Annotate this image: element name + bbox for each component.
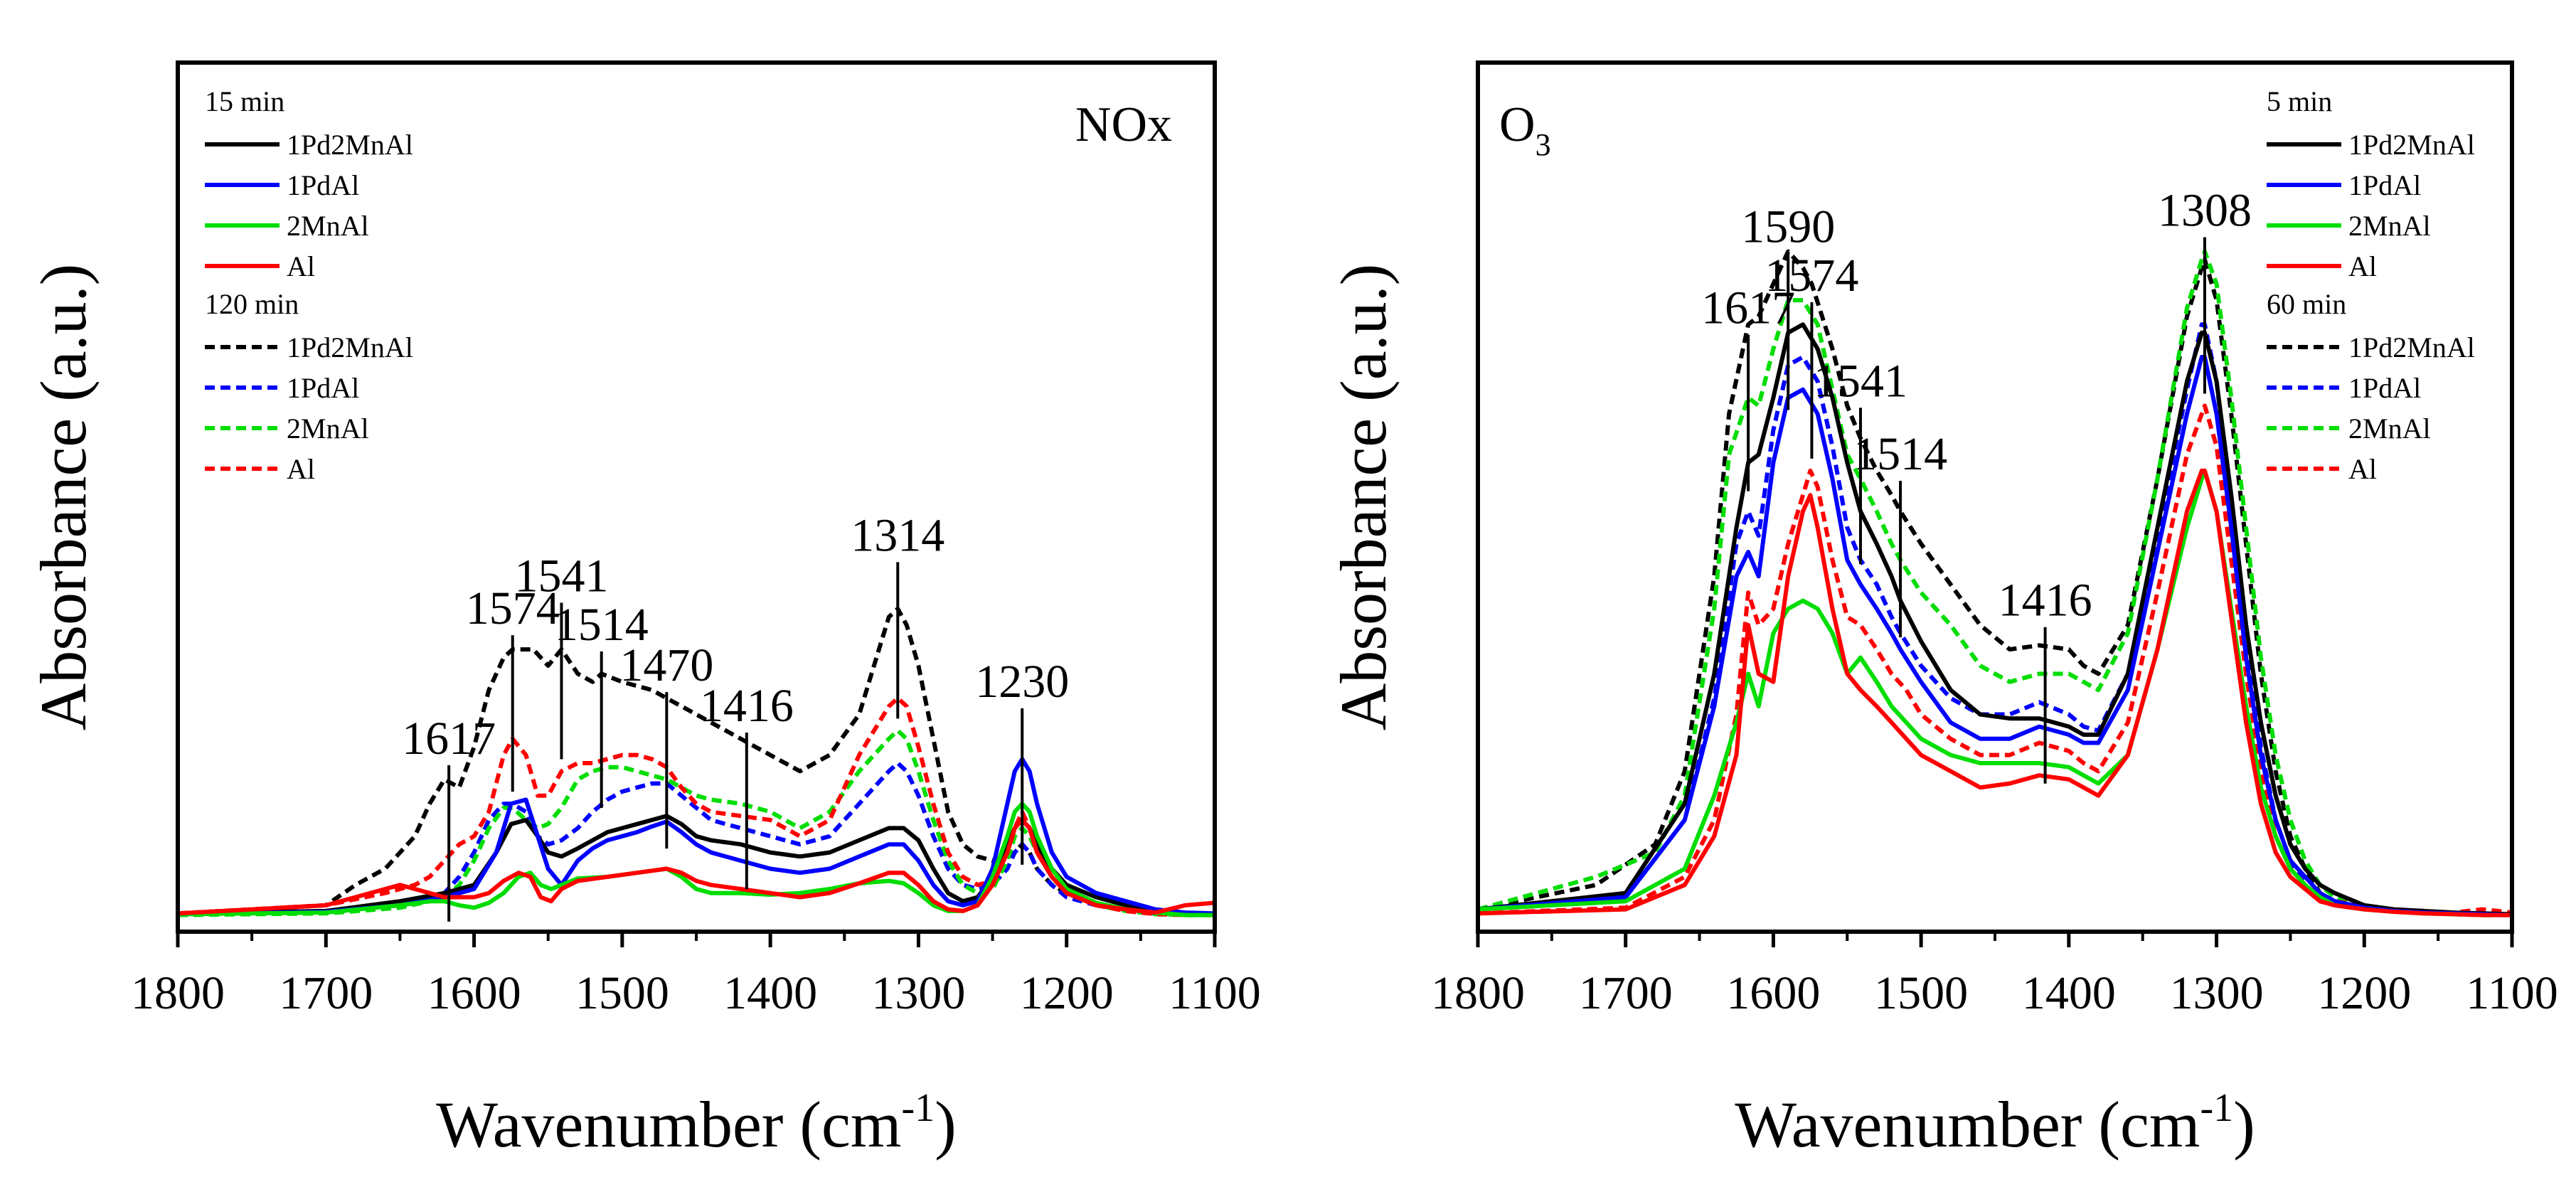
y-axis-label: Absorbance (a.u.): [27, 264, 100, 731]
legend-entry: 1PdAl: [287, 169, 359, 201]
x-tick-label: 1200: [1020, 967, 1114, 1019]
x-tick-label: 1300: [871, 967, 965, 1019]
panel-label-subscript: 3: [1536, 127, 1551, 162]
legend-entry: 1Pd2MnAl: [287, 129, 413, 161]
x-tick-label: 1100: [2466, 967, 2558, 1019]
legend-entry: 2MnAl: [2348, 210, 2431, 242]
legend-group-title: 60 min: [2267, 288, 2346, 320]
legend-entry: Al: [287, 453, 315, 485]
x-axis-label-text: Wavenumber (cm: [436, 1088, 901, 1161]
legend-entry: 2MnAl: [2348, 412, 2431, 445]
series-line-al-solid: [1480, 468, 2510, 917]
x-axis-label: Wavenumber (cm-1): [1735, 1086, 2255, 1161]
series-line-1pd2mnal-solid: [1480, 322, 2510, 917]
x-axis-label-superscript: -1: [2200, 1086, 2233, 1130]
legend-entry: Al: [2348, 453, 2377, 485]
legend-group-title: 120 min: [205, 288, 299, 320]
peak-label: 1514: [1853, 428, 1947, 480]
x-tick-label: 1800: [131, 967, 225, 1019]
series-line-2mnal-dashed: [180, 728, 1213, 917]
x-tick-label: 1800: [1431, 967, 1525, 1019]
y-axis-label: Absorbance (a.u.): [1327, 264, 1400, 731]
legend-entry: 2MnAl: [287, 210, 369, 242]
peak-label: 1617: [1701, 282, 1795, 334]
x-tick-label: 1300: [2170, 967, 2264, 1019]
legend-entry: Al: [287, 250, 315, 282]
panel-label-text: O: [1499, 97, 1536, 152]
x-axis-label-superscript: -1: [901, 1086, 935, 1130]
x-tick-label: 1700: [1579, 967, 1673, 1019]
x-tick-label: 1600: [427, 967, 521, 1019]
peak-label: 1514: [555, 599, 649, 651]
peak-label: 1617: [402, 713, 496, 765]
series-line-1pdal-dashed: [180, 761, 1213, 917]
x-tick-label: 1400: [2022, 967, 2116, 1019]
series-line-1pdal-solid: [1480, 355, 2510, 917]
legend-entry: Al: [2348, 250, 2377, 282]
chart-panel-2: 1800 1700 1600 1500 1400 1300 1200 1100 Wavenumb…: [1327, 60, 2558, 1161]
series-line-1pd2mnal-dashed: [1480, 249, 2510, 917]
peak-label: 1416: [1998, 575, 2092, 627]
x-axis-label-close: ): [2233, 1088, 2255, 1161]
legend-entry: 1Pd2MnAl: [2348, 331, 2475, 363]
series-line-al-solid: [180, 818, 1213, 916]
peak-label: 1574: [466, 582, 560, 634]
x-axis-label-close: ): [935, 1088, 957, 1161]
series-line-1pdal-solid: [180, 757, 1213, 917]
x-tick-label: 1400: [723, 967, 817, 1019]
legend-entry: 1PdAl: [2348, 169, 2421, 201]
peak-label: 1416: [700, 680, 794, 732]
series-line-2mnal-dashed: [1480, 249, 2510, 917]
panel-label: O3: [1499, 97, 1551, 162]
peak-label: 1541: [1814, 355, 1907, 407]
peak-label: 1574: [1765, 250, 1858, 302]
x-tick-label: 1500: [1874, 967, 1968, 1019]
x-axis-label: Wavenumber (cm-1): [436, 1086, 957, 1161]
x-tick-label: 1500: [575, 967, 669, 1019]
chart-panel-1: 1800 1700 1600 1500 1400 1300 1200 1100 Wavenumb…: [27, 60, 1261, 1161]
legend-group-title: 5 min: [2267, 85, 2332, 117]
legend-entry: 1Pd2MnAl: [287, 331, 413, 363]
peak-label: 1590: [1741, 201, 1835, 252]
series-line-2mnal-solid: [1480, 468, 2510, 917]
peak-label: 1470: [619, 639, 713, 691]
series-line-1pdal-dashed: [1480, 322, 2510, 917]
legend-entry: 2MnAl: [287, 412, 369, 445]
peak-label: 1230: [975, 656, 1069, 708]
legend-entry: 1Pd2MnAl: [2348, 129, 2475, 161]
peak-label: 1541: [514, 550, 608, 602]
x-tick-label: 1100: [1169, 967, 1261, 1019]
x-tick-label: 1700: [279, 967, 373, 1019]
series-line-1pd2mnal-dashed: [180, 607, 1213, 917]
series-line-al-dashed: [180, 696, 1213, 917]
x-tick-label: 1600: [1726, 967, 1820, 1019]
peak-label: 1314: [851, 509, 944, 561]
peak-label: 1308: [2158, 185, 2252, 237]
panel-label: NOx: [1075, 97, 1172, 152]
x-axis-label-text: Wavenumber (cm: [1735, 1088, 2200, 1161]
x-tick-label: 1200: [2317, 967, 2411, 1019]
legend-entry: 1PdAl: [2348, 372, 2421, 404]
legend-group-title: 15 min: [205, 85, 284, 117]
legend-entry: 1PdAl: [287, 372, 359, 404]
